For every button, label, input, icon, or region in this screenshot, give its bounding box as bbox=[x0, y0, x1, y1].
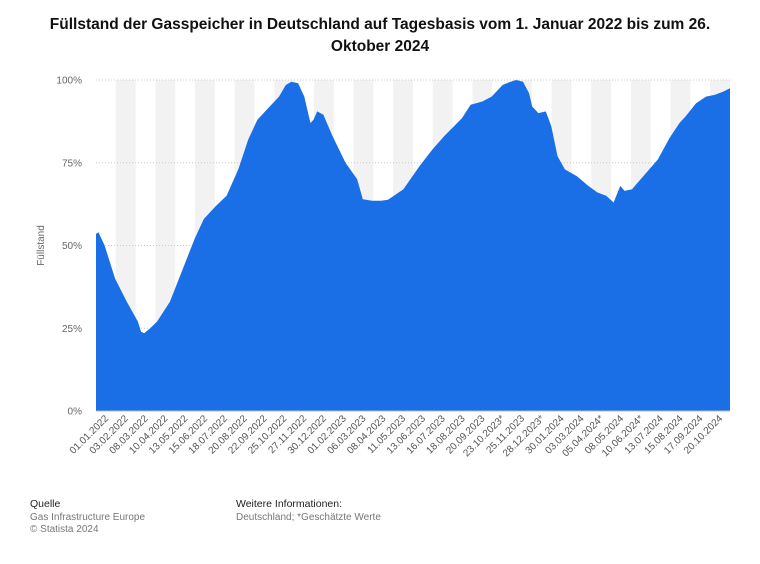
info-text: Deutschland; *Geschätzte Werte bbox=[236, 511, 381, 523]
y-tick-label: 25% bbox=[62, 324, 82, 335]
source-block: Quelle Gas Infrastructure Europe © Stati… bbox=[30, 498, 145, 537]
y-tick-label: 50% bbox=[62, 241, 82, 252]
chart-title: Füllstand der Gasspeicher in Deutschland… bbox=[49, 16, 711, 55]
y-tick-labels: 0% 25% 50% 75% 100% bbox=[56, 76, 82, 418]
x-tick-labels: 01.01.202203.02.202208.03.202210.04.2022… bbox=[68, 413, 726, 459]
fill-level-area bbox=[96, 80, 730, 411]
y-axis-label: Füllstand bbox=[36, 225, 47, 266]
source-name: Gas Infrastructure Europe bbox=[30, 511, 146, 523]
info-block: Weitere Informationen: Deutschland; *Ges… bbox=[236, 498, 381, 524]
y-tick-label: 0% bbox=[68, 407, 83, 418]
source-heading: Quelle bbox=[30, 498, 61, 510]
copyright: © Statista 2024 bbox=[30, 524, 99, 535]
y-tick-label: 100% bbox=[56, 76, 82, 87]
info-heading: Weitere Informationen: bbox=[236, 498, 343, 510]
y-tick-label: 75% bbox=[62, 158, 82, 169]
